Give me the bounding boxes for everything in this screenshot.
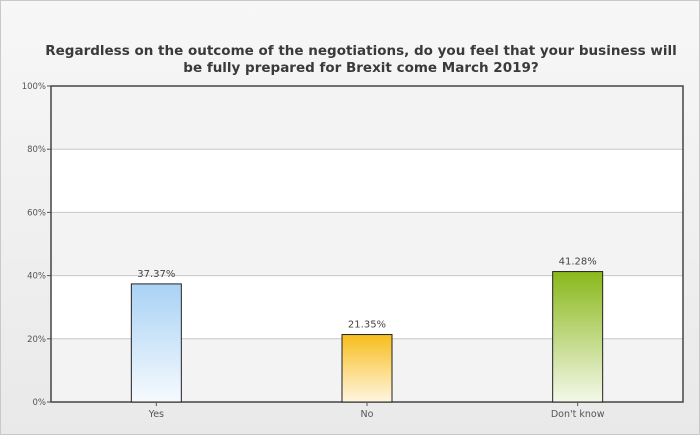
y-tick-label: 20% — [27, 335, 46, 345]
bar — [130, 283, 182, 403]
y-tick-label: 60% — [27, 208, 46, 218]
plot-band — [51, 149, 683, 213]
y-tick-label: 100% — [22, 82, 46, 92]
plot-band — [51, 212, 683, 276]
bar — [341, 334, 393, 403]
data-label: 41.28% — [559, 257, 597, 268]
bar — [552, 271, 604, 403]
y-tick-label: 40% — [27, 272, 46, 282]
x-tick-label: Yes — [148, 409, 164, 420]
chart-title: Regardless on the outcome of the negotia… — [45, 43, 677, 76]
x-tick-label: Don't know — [551, 409, 605, 420]
data-label: 21.35% — [348, 320, 386, 331]
plot-band — [51, 86, 683, 150]
y-tick-label: 80% — [27, 145, 46, 155]
x-tick-label: No — [361, 409, 374, 420]
y-tick-label: 0% — [33, 398, 47, 408]
data-label: 37.37% — [137, 269, 175, 280]
